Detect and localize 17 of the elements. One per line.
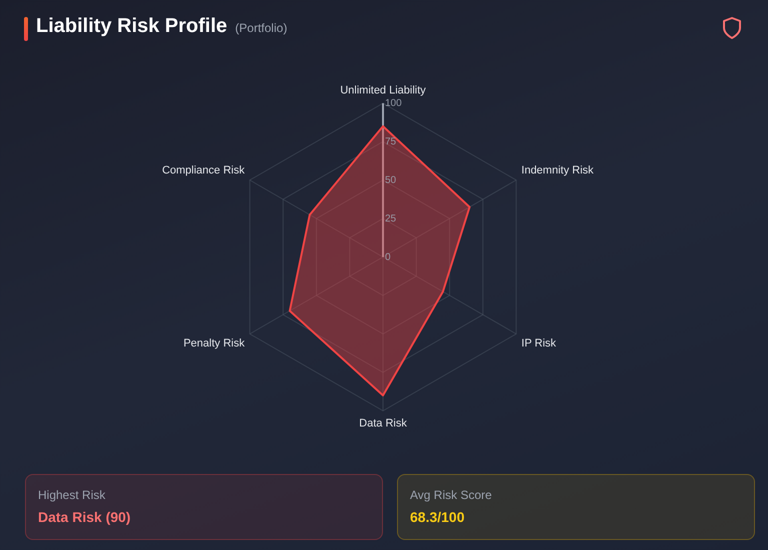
- spoke-label: Data Risk: [359, 417, 408, 430]
- y-tick-label: 50: [385, 174, 397, 186]
- y-tick-label: 25: [385, 213, 397, 224]
- spoke-label: Indemnity Risk: [521, 164, 594, 177]
- y-tick-label: 0: [385, 252, 391, 263]
- spoke-label: Unlimited Liability: [340, 84, 426, 97]
- y-tick-label: 100: [385, 98, 402, 109]
- text: 68.3/100: [410, 508, 466, 526]
- spoke-label: IP Risk: [521, 338, 557, 350]
- chart-title: Liability Risk Profile: [36, 15, 228, 38]
- text: Highest Risk: [38, 487, 106, 503]
- chart-subtitle: (Portfolio): [235, 21, 288, 35]
- y-tick-label: 75: [385, 136, 397, 148]
- text: Data Risk (90): [38, 508, 132, 526]
- text: Avg Risk Score: [410, 487, 493, 503]
- spoke-label: Penalty Risk: [183, 338, 246, 350]
- spoke-label: Compliance Risk: [162, 164, 246, 177]
